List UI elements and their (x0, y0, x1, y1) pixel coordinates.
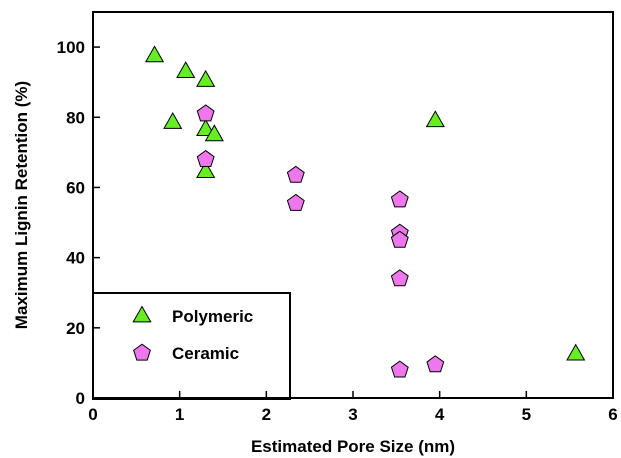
polymeric-point (566, 343, 586, 361)
y-tick-label: 40 (66, 249, 85, 268)
legend: Polymeric Ceramic (92, 292, 291, 400)
y-tick-label: 20 (66, 319, 85, 338)
ceramic-point (286, 165, 305, 183)
y-tick-label: 80 (66, 108, 85, 127)
ceramic-point (426, 355, 445, 373)
polymeric-point (196, 69, 216, 87)
ceramic-point (196, 104, 215, 122)
legend-label-polymeric: Polymeric (172, 307, 253, 326)
x-tick-label: 5 (522, 405, 531, 424)
x-tick-label: 3 (348, 405, 357, 424)
legend-box (92, 292, 291, 400)
y-axis-title: Maximum Lignin Retention (%) (12, 81, 31, 329)
polymeric-point (163, 112, 183, 129)
ceramic-point (390, 269, 409, 287)
polymeric-point (176, 61, 196, 79)
y-tick-label: 100 (57, 38, 85, 57)
legend-marker-polymeric (132, 305, 152, 323)
x-tick-label: 6 (608, 405, 617, 424)
ceramic-point (390, 360, 409, 378)
series-polymeric (144, 45, 586, 361)
polymeric-point (144, 45, 165, 63)
ceramic-point (286, 193, 305, 211)
x-axis-title: Estimated Pore Size (nm) (251, 437, 455, 456)
polymeric-point (204, 124, 224, 142)
x-tick-label: 2 (262, 405, 271, 424)
series-ceramic (196, 104, 445, 378)
x-tick-label: 4 (435, 405, 445, 424)
x-tick-label: 1 (175, 405, 184, 424)
legend-label-ceramic: Ceramic (172, 344, 239, 363)
polymeric-point (196, 161, 216, 179)
x-tick-label: 0 (88, 405, 97, 424)
ceramic-point (390, 230, 409, 248)
y-tick-label: 60 (66, 178, 85, 197)
chart-marks (144, 45, 586, 378)
legend-marker-ceramic (133, 343, 151, 361)
y-tick-label: 0 (76, 389, 85, 408)
ceramic-point (196, 149, 215, 167)
ceramic-point (390, 190, 409, 208)
polymeric-point (425, 110, 445, 128)
polymeric-point (196, 119, 216, 136)
